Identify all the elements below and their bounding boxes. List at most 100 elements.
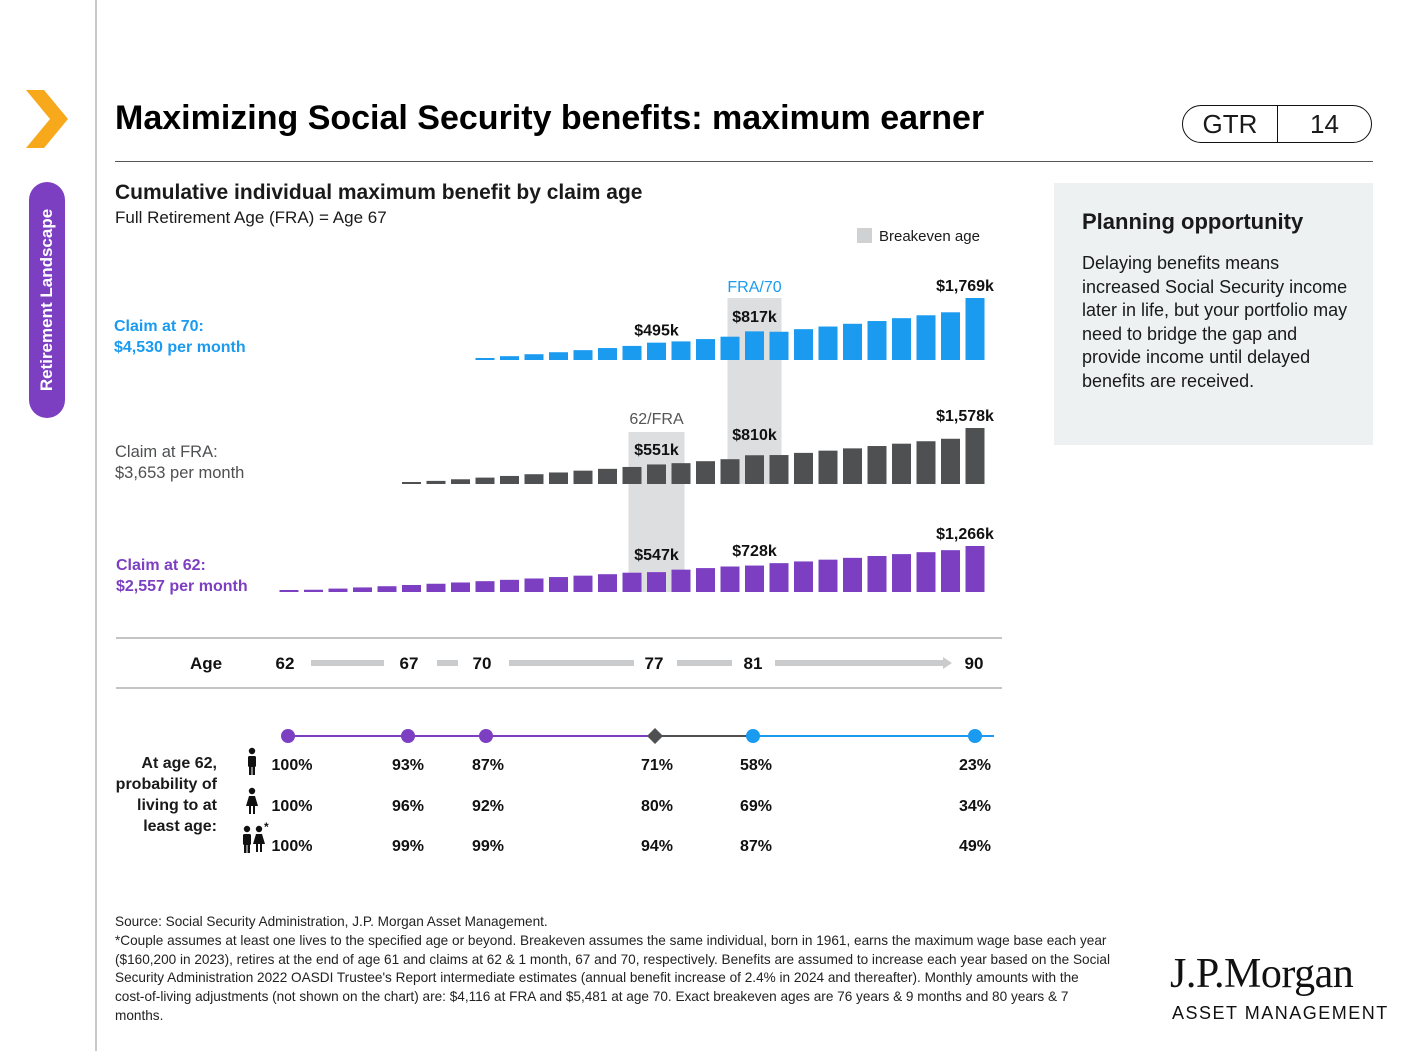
footnote-source: Source: Social Security Administration, … (115, 914, 548, 929)
probability-value: 93% (392, 757, 424, 774)
annotation-62-fra: 62/FRA (629, 411, 684, 428)
badge-number: 14 (1310, 109, 1339, 139)
couple-icon (243, 825, 251, 853)
data-label: $551k (634, 442, 679, 459)
footnote-note: *Couple assumes at least one lives to th… (115, 932, 1110, 1023)
bar (916, 552, 936, 592)
bar (647, 572, 666, 592)
bar (549, 472, 568, 484)
bar (696, 339, 715, 360)
planning-opportunity-panel: Planning opportunity Delaying benefits m… (1054, 183, 1373, 445)
bar (965, 546, 985, 592)
bar (549, 577, 568, 592)
bar (867, 555, 887, 592)
bar (867, 321, 887, 360)
age-tick-label: 81 (744, 654, 763, 673)
bar (818, 450, 838, 484)
bar (451, 582, 470, 592)
series-label-claim-70: Claim at 70: $4,530 per month (114, 316, 246, 358)
page-title: Maximizing Social Security benefits: max… (115, 99, 985, 137)
bar (818, 559, 838, 592)
data-label: $810k (732, 427, 777, 444)
woman-icon (246, 787, 258, 814)
bar (647, 342, 666, 360)
bar (402, 584, 421, 592)
age-axis-segment (437, 660, 458, 666)
bar (279, 590, 299, 592)
bar (451, 479, 470, 484)
bar (500, 356, 519, 360)
bar (573, 470, 593, 484)
bar (892, 554, 911, 592)
data-label: $547k (634, 547, 679, 564)
chart-subtitle: Full Retirement Age (FRA) = Age 67 (115, 208, 387, 227)
probability-value: 80% (641, 798, 673, 815)
bar (598, 468, 617, 484)
chevron-right-icon (26, 90, 68, 148)
probability-value: 34% (959, 798, 991, 815)
data-label: $495k (634, 323, 679, 340)
probability-value: 99% (392, 838, 424, 855)
bar (475, 477, 495, 484)
probability-value: 71% (641, 757, 673, 774)
bar (892, 443, 911, 484)
probability-value: 58% (740, 757, 772, 774)
page-badge: GTR 14 (1182, 105, 1372, 143)
probability-value: 100% (272, 838, 313, 855)
series-label-line2: $3,653 per month (115, 464, 245, 482)
bar (304, 589, 323, 592)
breakeven-band-77 (628, 432, 685, 592)
timeline-marker (746, 729, 760, 743)
data-label: $1,266k (936, 526, 994, 543)
bar (402, 482, 421, 484)
probability-value: 99% (472, 838, 504, 855)
side-tab-retirement-landscape[interactable]: Retirement Landscape (29, 182, 65, 418)
jpmorgan-logo-subtitle: ASSET MANAGEMENT (1172, 1003, 1389, 1023)
bar (818, 326, 838, 360)
bar (867, 446, 887, 484)
bar (892, 318, 911, 360)
bar (843, 557, 862, 592)
bar (524, 474, 544, 484)
data-label: $1,578k (936, 408, 994, 425)
timeline-marker (281, 729, 295, 743)
bar (377, 586, 397, 592)
bar (622, 572, 642, 592)
bar (720, 459, 740, 484)
title-divider (115, 161, 1373, 162)
age-tick-label: 70 (473, 654, 492, 673)
series-label-line2: $4,530 per month (114, 339, 246, 356)
probability-value: 87% (472, 757, 504, 774)
bar (475, 581, 495, 592)
bar (916, 315, 936, 360)
probability-value: 94% (641, 838, 673, 855)
bar (769, 563, 789, 592)
annotation-fra-70: FRA/70 (727, 279, 781, 296)
bar (647, 464, 666, 484)
bar (500, 579, 519, 592)
footnotes: Source: Social Security Administration, … (115, 913, 1110, 1026)
bar (622, 466, 642, 484)
legend-label-breakeven: Breakeven age (879, 228, 980, 245)
probability-value: 96% (392, 798, 424, 815)
bar (500, 475, 519, 484)
bar (916, 441, 936, 484)
chart-title: Cumulative individual maximum benefit by… (115, 181, 643, 204)
bar (622, 345, 642, 360)
badge-label: GTR (1183, 106, 1278, 142)
breakeven-band-81 (727, 298, 782, 484)
age-tick-label: 62 (276, 654, 295, 673)
bar (745, 331, 764, 360)
bar (696, 461, 715, 484)
age-axis-segment (677, 660, 732, 666)
bar (720, 566, 740, 592)
bar (524, 354, 544, 360)
bar (794, 452, 813, 484)
bar (769, 455, 789, 484)
series-label-claim-62: Claim at 62: $2,557 per month (116, 555, 248, 597)
series-label-claim-fra: Claim at FRA: $3,653 per month (115, 442, 244, 484)
bar (696, 568, 715, 592)
probability-value: 92% (472, 798, 504, 815)
couple-footnote-marker: * (264, 820, 269, 834)
benefit-bar-chart: $495k $817k $1,769k $551k $810k $1,578k $547k $… (116, 278, 1002, 855)
